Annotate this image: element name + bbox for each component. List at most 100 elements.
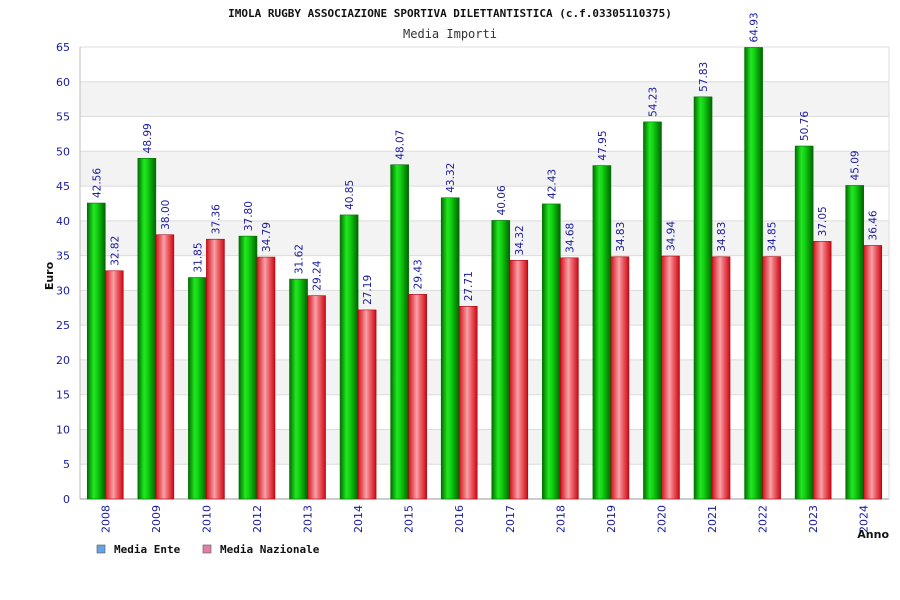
y-axis-label: Euro [43,261,56,290]
data-label: 38.00 [160,200,172,230]
data-label: 37.36 [210,204,222,234]
bar-media-ente-2013 [289,278,308,500]
x-tick-label: 2010 [200,505,213,533]
legend-swatch [96,544,106,554]
x-tick-label: 2013 [302,505,315,533]
x-tick-label: 2015 [403,505,416,533]
data-label: 64.93 [749,12,761,42]
data-label: 34.32 [514,225,526,255]
data-label: 37.05 [817,206,829,236]
data-label: 32.82 [109,236,121,266]
y-tick-label: 0 [63,493,70,506]
bar-media-nazionale-2016 [458,306,478,500]
bar-media-ente-2020 [643,121,662,500]
y-tick-label: 5 [63,458,70,471]
grid-band [80,151,889,187]
bar-media-nazionale-2020 [661,255,680,500]
y-tick-label: 60 [56,76,70,89]
bar-media-nazionale-2012 [256,256,276,500]
legend-label: Media Ente [114,543,181,556]
bar-media-nazionale-2014 [357,309,377,500]
y-tick-label: 40 [56,215,70,228]
bar-media-nazionale-2019 [610,256,630,500]
data-label: 42.56 [91,168,103,198]
bar-media-ente-2010 [188,277,207,500]
y-tick-label: 65 [56,41,70,54]
y-tick-label: 35 [56,250,70,263]
data-label: 40.85 [344,180,356,210]
x-tick-label: 2016 [453,505,466,533]
legend-label: Media Nazionale [220,543,320,556]
bar-media-ente-2024 [845,185,865,500]
chart-subtitle: Media Importi [403,27,497,41]
data-labels: 42.56 32.82 48.99 38.00 31.85 37.36 37.80 34.79… [91,12,879,305]
bar-media-ente-2009 [137,158,157,500]
data-label: 31.85 [192,242,204,272]
data-label: 50.76 [799,111,811,141]
legend-swatch [202,544,212,554]
y-tick-label: 55 [56,111,70,124]
bar-media-ente-2008 [86,202,106,500]
bar-media-ente-2016 [440,197,460,500]
bar-media-nazionale-2022 [762,256,781,500]
bar-media-ente-2019 [592,165,612,500]
x-tick-label: 2008 [99,505,112,533]
x-tick-label: 2009 [150,505,163,533]
grid-band [80,47,889,82]
bar-media-nazionale-2021 [711,256,731,500]
y-tick-label: 10 [56,423,70,436]
x-tick-label: 2022 [757,505,770,533]
data-label: 43.32 [445,163,457,193]
data-label: 34.68 [564,223,576,253]
data-label: 29.43 [413,259,425,289]
y-tick-label: 30 [56,284,70,297]
grid-band [80,116,889,152]
grid-band [80,81,889,117]
x-tick-label: 2019 [605,505,618,533]
data-label: 47.95 [597,131,609,161]
x-tick-label: 2012 [251,505,264,533]
bar-media-ente-2015 [390,164,409,500]
x-tick-label: 2021 [706,505,719,533]
data-label: 29.24 [312,260,324,290]
tick-labels: 0 5 10 15 20 25 30 35 40 45 50 55 60 65 2008 2009 2010 20… [56,41,871,533]
bar-media-ente-2022 [744,47,763,500]
bar-media-nazionale-2009 [155,234,175,500]
bar-media-ente-2018 [542,203,561,500]
data-label: 34.83 [615,222,627,252]
data-label: 42.43 [546,169,558,199]
x-tick-label: 2020 [655,505,668,533]
bar-media-nazionale-2013 [307,295,326,500]
bar-media-ente-2014 [339,214,359,500]
x-tick-label: 2023 [807,505,820,533]
data-label: 54.23 [647,87,659,117]
data-label: 36.46 [868,210,880,240]
data-label: 34.83 [716,222,728,252]
bar-media-nazionale-2018 [560,257,579,500]
data-label: 48.99 [142,123,154,153]
data-label: 48.07 [395,130,407,160]
x-tick-label: 2017 [504,505,517,533]
data-label: 34.94 [665,221,677,251]
bar-media-ente-2021 [693,96,713,500]
y-tick-label: 50 [56,145,70,158]
bar-media-nazionale-2015 [408,294,427,500]
bar-media-nazionale-2023 [812,241,832,500]
y-tick-label: 45 [56,180,70,193]
x-tick-label: 2014 [352,505,365,533]
legend: Media Ente Media Nazionale [96,543,320,556]
bar-media-ente-2012 [238,235,258,500]
y-tick-label: 25 [56,319,70,332]
bar-media-ente-2023 [794,145,814,500]
data-label: 37.80 [243,201,255,231]
data-label: 31.62 [294,244,306,274]
data-label: 45.09 [850,150,862,180]
bar-media-nazionale-2008 [104,270,124,500]
data-label: 34.79 [261,222,273,252]
bar-media-ente-2017 [491,220,511,500]
x-tick-label: 2018 [554,505,567,533]
bar-media-nazionale-2010 [206,238,225,500]
data-label: 40.06 [496,185,508,215]
x-tick-label: 2024 [858,505,871,533]
